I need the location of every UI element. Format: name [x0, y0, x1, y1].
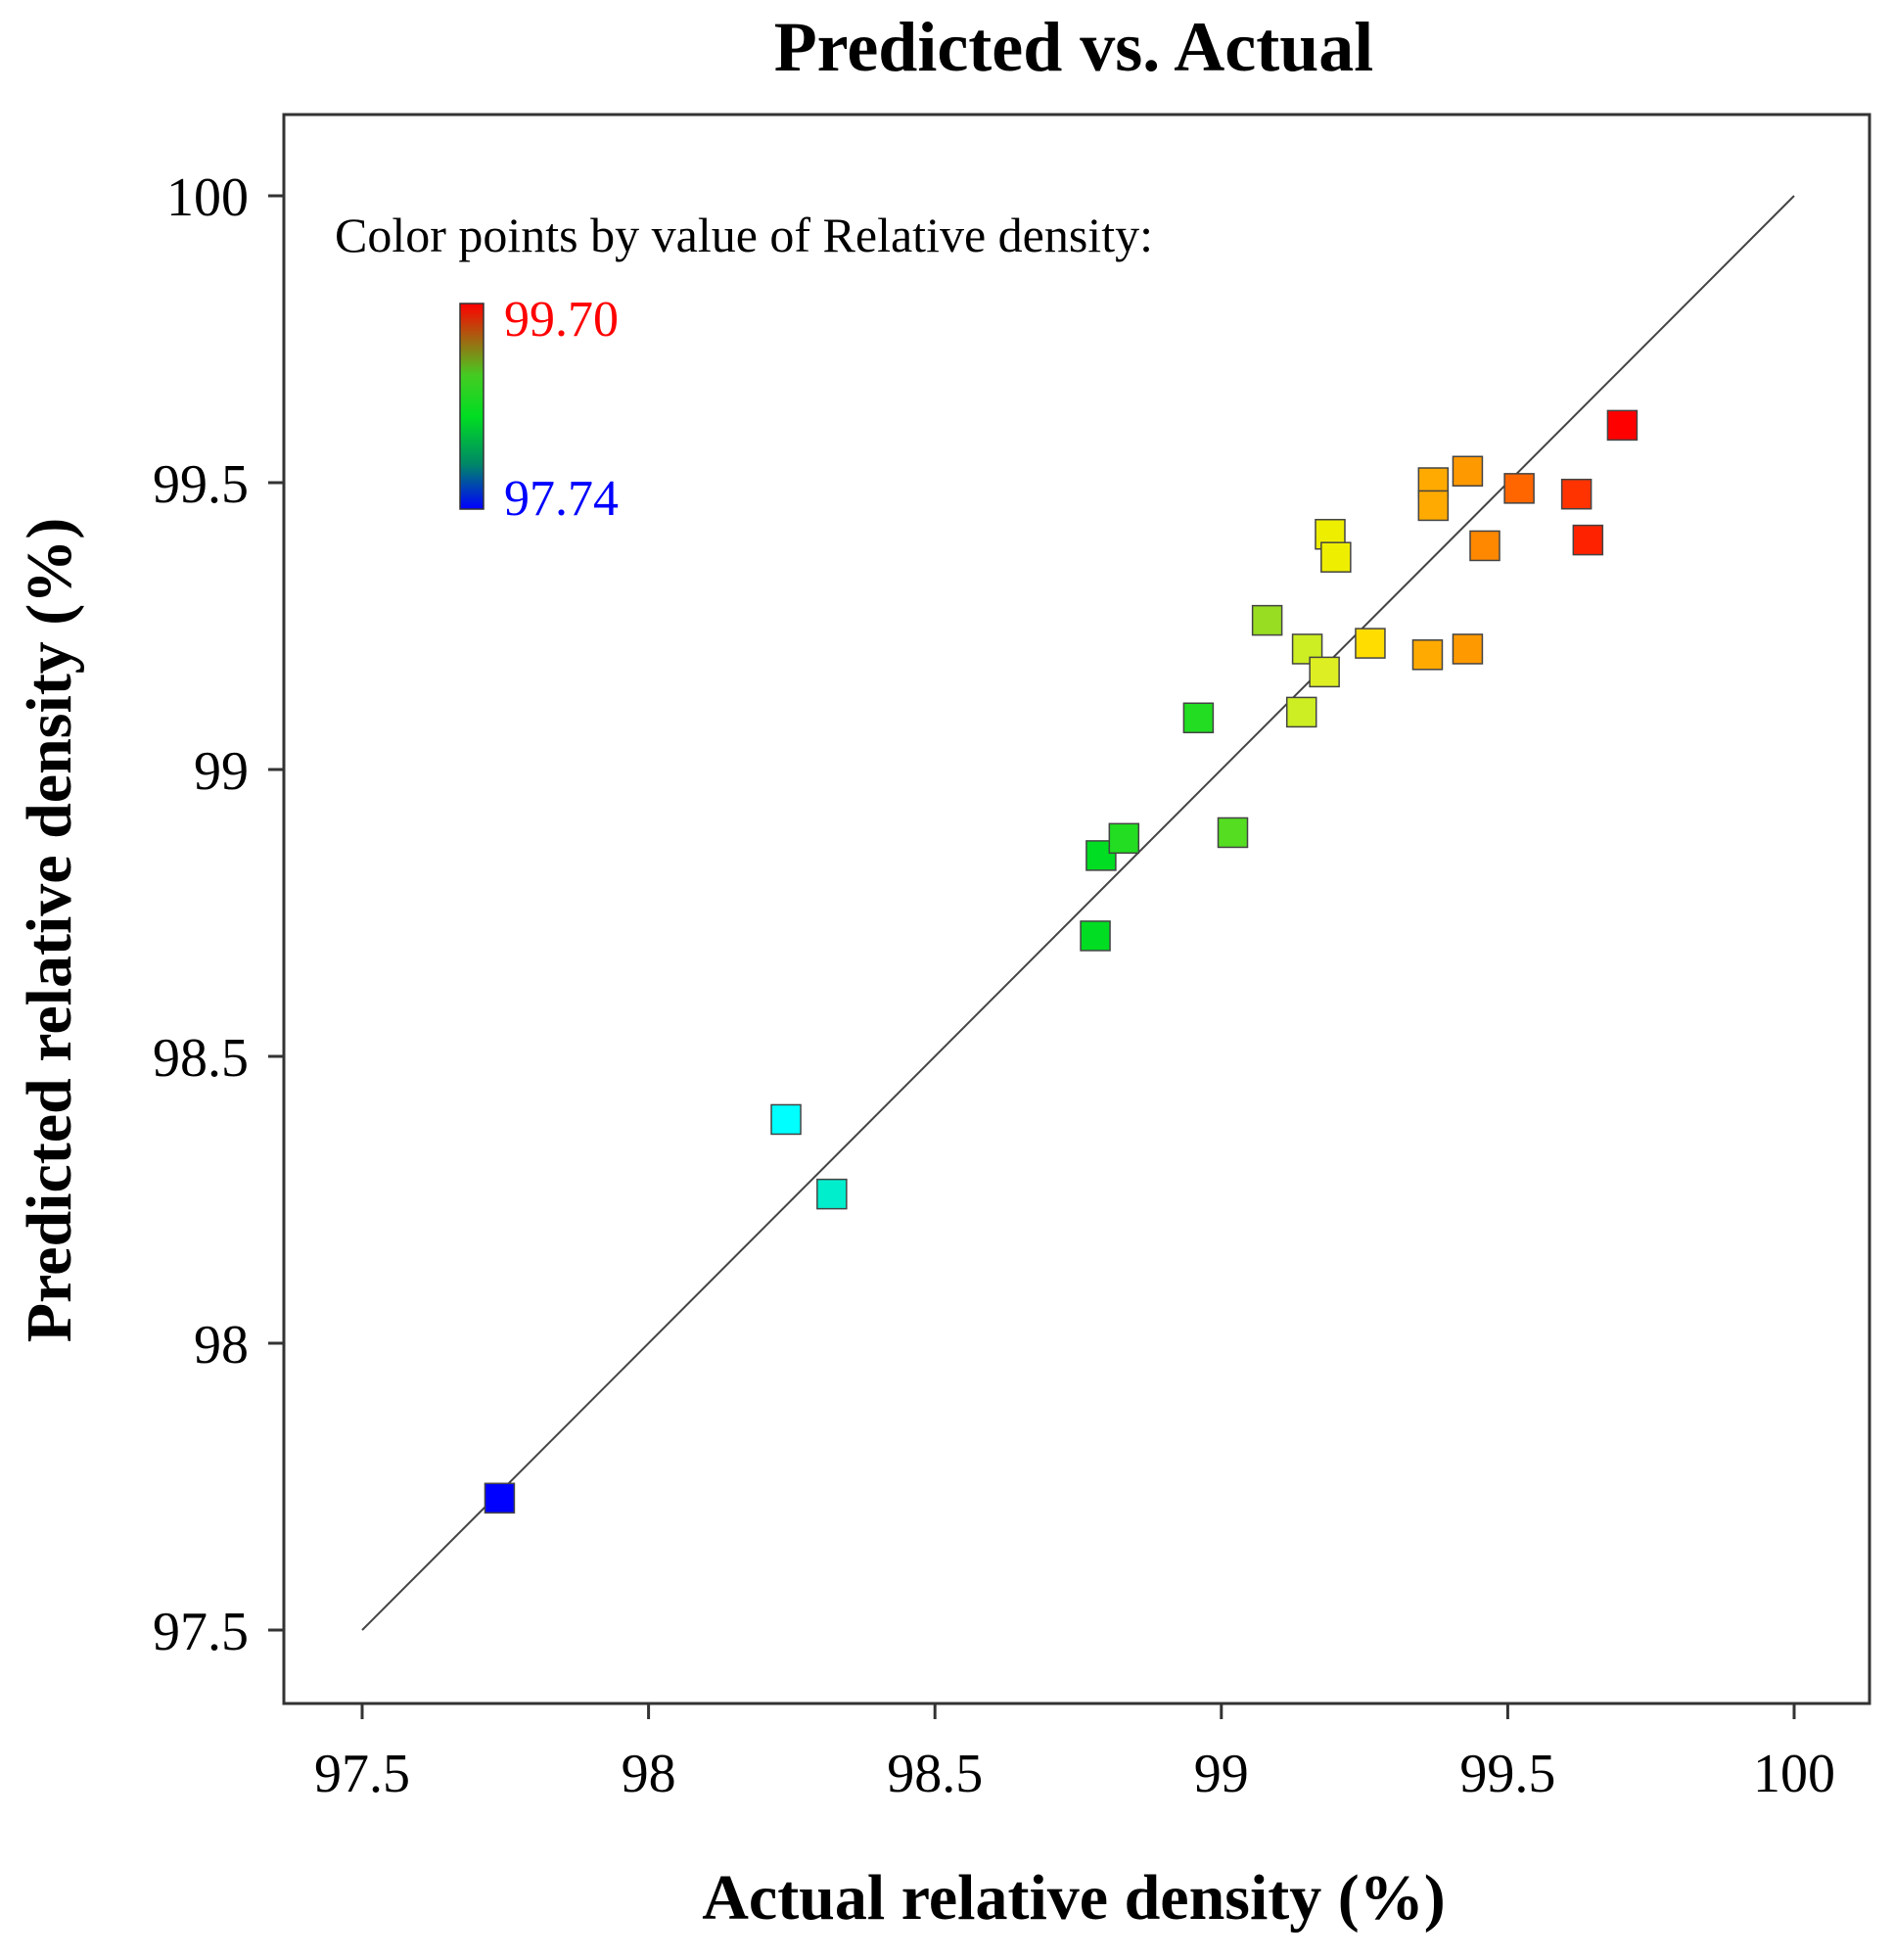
x-tick-label: 100: [1753, 1744, 1835, 1804]
data-point: [1606, 409, 1639, 442]
data-point: [1217, 817, 1249, 849]
data-point: [1080, 920, 1111, 952]
x-tick-label: 97.5: [314, 1744, 410, 1804]
data-point: [1320, 541, 1352, 573]
data-point: [1560, 478, 1593, 510]
data-point: [1411, 639, 1444, 671]
data-point: [770, 1103, 802, 1136]
y-tick-label: 99: [194, 741, 249, 802]
x-tick-label: 99.5: [1459, 1744, 1555, 1804]
data-point: [1452, 455, 1484, 488]
data-point: [816, 1178, 848, 1210]
x-tick-label: 98.5: [887, 1744, 983, 1804]
plot-frame: [282, 113, 1871, 1705]
data-point: [1108, 822, 1140, 855]
x-tick-label: 98: [622, 1744, 676, 1804]
data-point: [1309, 656, 1340, 688]
data-point: [1251, 604, 1283, 636]
reference-line: [361, 195, 1795, 1631]
data-point: [1355, 628, 1386, 659]
data-point: [1503, 473, 1535, 504]
x-tick-label: 99: [1194, 1744, 1249, 1804]
data-point: [1452, 633, 1484, 665]
chart-title: Predicted vs. Actual: [774, 8, 1374, 86]
data-point: [1417, 490, 1450, 522]
x-axis-title: Actual relative density (%): [702, 1862, 1445, 1934]
data-point: [1285, 696, 1317, 728]
data-points: [484, 409, 1639, 1514]
y-axis-title: Predicted relative density (%): [14, 518, 85, 1343]
y-tick-label: 100: [166, 167, 249, 228]
y-tick-label: 97.5: [153, 1602, 249, 1662]
x-axis: 97.5 98 98.5 99 99.5 100: [314, 1703, 1835, 1804]
colorbar-max-label: 99.70: [504, 292, 619, 348]
data-point: [1182, 702, 1215, 734]
colorbar: [459, 303, 485, 510]
data-point: [484, 1482, 516, 1514]
colorbar-title: Color points by value of Relative densit…: [335, 208, 1153, 262]
data-point: [1469, 530, 1501, 562]
y-tick-label: 98: [194, 1315, 249, 1376]
y-tick-label: 98.5: [153, 1028, 249, 1089]
y-tick-label: 99.5: [153, 454, 249, 515]
data-point: [1572, 524, 1604, 556]
y-axis: 97.5 98 98.5 99 99.5 100: [153, 167, 284, 1662]
colorbar-min-label: 97.74: [504, 471, 619, 527]
